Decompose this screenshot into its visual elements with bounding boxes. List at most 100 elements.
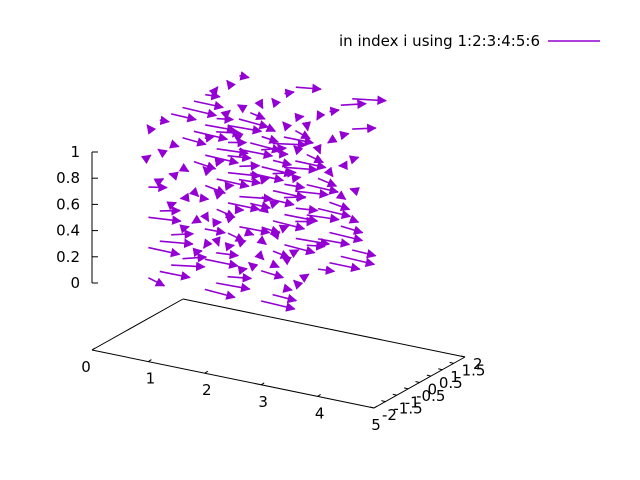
vector-arrow	[227, 152, 252, 163]
vector-arrow	[237, 265, 248, 276]
vector-arrow	[340, 255, 376, 268]
vector-arrow	[294, 112, 305, 123]
y-tick-label: -1	[405, 393, 420, 411]
vector-arrow	[281, 256, 292, 266]
vector-arrow	[283, 164, 319, 174]
vector-arrow	[254, 98, 264, 110]
vector-arrow	[204, 288, 236, 300]
vector-arrow	[269, 259, 280, 269]
y-tick-label: 2	[473, 355, 483, 373]
vector-arrow	[153, 178, 165, 188]
vector-arrow	[148, 215, 182, 225]
vector-arrow	[348, 155, 360, 165]
z-tick-label: 1	[70, 143, 80, 161]
y-tick-mark	[460, 355, 466, 358]
y-tick-mark	[381, 400, 386, 403]
y-tick-label: -1.5	[393, 400, 422, 418]
z-tick-label: 0.8	[56, 169, 80, 187]
vector-arrow	[193, 100, 225, 111]
vector-arrow	[179, 224, 190, 234]
vector-arrow	[157, 148, 168, 159]
z-tick-label: 0.2	[56, 248, 80, 266]
vector-arrow	[282, 121, 293, 132]
vector-arrow	[226, 79, 236, 91]
vector-arrow	[335, 190, 347, 200]
vector-arrow	[323, 166, 334, 178]
vector-arrow	[349, 187, 360, 197]
vector-arrow	[200, 211, 210, 223]
vector-arrow	[247, 261, 259, 272]
vector-arrow	[178, 163, 190, 173]
vector-arrow	[271, 97, 282, 109]
vector-arrow	[261, 300, 296, 312]
vector-arrow	[295, 204, 319, 215]
vector-arrow	[148, 246, 181, 258]
y-tick-label: 1	[450, 368, 460, 386]
vector-arrow	[265, 123, 277, 132]
axes	[91, 151, 466, 409]
x-tick-mark	[317, 393, 321, 397]
vector-arrow	[284, 244, 316, 256]
y-tick-mark	[404, 387, 409, 390]
y-tick-mark	[369, 406, 375, 409]
vector-arrow	[249, 111, 266, 120]
vector-arrow	[278, 224, 290, 234]
vector-arrow	[293, 279, 304, 290]
vector-arrow	[146, 124, 157, 135]
vector-arrow	[293, 144, 304, 156]
vector-arrow	[272, 168, 297, 178]
vector-arrow	[168, 171, 179, 181]
x-tick-mark	[204, 370, 209, 374]
vector-arrow	[224, 213, 236, 224]
x-tick-mark	[148, 359, 152, 363]
vector-arrow	[238, 176, 262, 187]
vector-arrow	[182, 136, 207, 147]
vector-arrow	[166, 201, 178, 211]
y-tick-label: -0.5	[416, 387, 445, 405]
vector-arrow	[329, 231, 364, 244]
vector-arrow	[224, 181, 235, 191]
y-back-axis-line	[91, 298, 184, 351]
x-tick-label: 5	[371, 416, 381, 434]
y-tick-label: 0	[428, 381, 438, 399]
vector-arrow	[268, 200, 280, 210]
vector-arrow	[329, 261, 361, 273]
vector-arrow	[204, 133, 216, 143]
z-tick-label: 0.4	[56, 222, 80, 240]
vector-arrow	[238, 118, 270, 130]
vector-arrow	[340, 99, 367, 109]
x-tick-label: 1	[146, 370, 156, 388]
y-tick-mark	[392, 393, 397, 396]
vector-arrow	[261, 196, 295, 208]
vector-arrow	[204, 226, 227, 236]
vector-arrow	[259, 175, 270, 185]
vector-arrow	[189, 186, 200, 198]
vector-arrow	[306, 153, 325, 164]
vector-arrow	[243, 227, 255, 237]
x-tick-mark	[373, 405, 378, 409]
vector-arrow	[295, 189, 330, 199]
vector-arrow	[272, 249, 291, 259]
vector-arrow	[171, 261, 206, 272]
vector-arrow	[352, 123, 377, 134]
vector-arrow	[306, 184, 340, 195]
vector-arrow	[224, 242, 235, 252]
y-tick-label: -2	[382, 406, 397, 424]
x-back-axis-line	[182, 298, 466, 358]
x-tick-label: 0	[81, 358, 91, 376]
legend: in index i using 1:2:3:4:5:6	[339, 32, 600, 50]
vector-arrow	[232, 133, 244, 143]
vector-arrow	[282, 283, 293, 293]
vector-arrow	[329, 201, 351, 212]
vector-arrow	[159, 115, 170, 126]
y-tick-mark	[415, 381, 420, 383]
vector-arrow	[294, 129, 311, 140]
vector-arrow	[256, 235, 267, 246]
vector-arrow	[250, 201, 272, 211]
vector-arrow	[216, 282, 251, 293]
vector-arrow	[239, 161, 261, 171]
vector-arrow	[317, 177, 338, 188]
vector-arrow	[348, 214, 360, 224]
vector-arrow	[182, 106, 218, 119]
vector-arrow	[260, 269, 285, 280]
